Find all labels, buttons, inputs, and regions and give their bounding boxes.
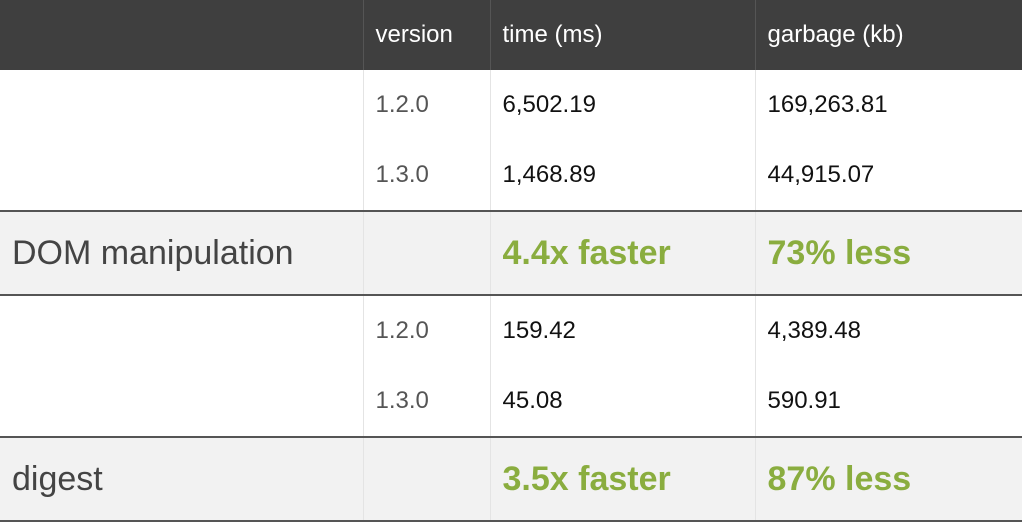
- version-cell: 1.2.0: [362, 295, 490, 366]
- summary-row: DOM manipulation 4.4x faster 73% less: [0, 210, 1022, 296]
- time-cell: 159.42: [489, 295, 755, 366]
- summary-garbage: 73% less: [754, 210, 1022, 296]
- header-empty: [0, 0, 363, 70]
- summary-time: 3.5x faster: [489, 436, 755, 522]
- time-cell: 6,502.19: [489, 70, 755, 140]
- summary-label: digest: [0, 436, 363, 522]
- header-row: version time (ms) garbage (kb): [0, 0, 1022, 70]
- time-cell: 1,468.89: [489, 140, 755, 211]
- table-row: 1.3.0 1,468.89 44,915.07: [0, 140, 1022, 211]
- version-cell: 1.2.0: [362, 70, 490, 140]
- summary-row: digest 3.5x faster 87% less: [0, 436, 1022, 522]
- table-row: 1.3.0 45.08 590.91: [0, 366, 1022, 437]
- header-time: time (ms): [489, 0, 755, 70]
- table-row: 1.2.0 6,502.19 169,263.81: [0, 70, 1022, 140]
- time-cell: 45.08: [489, 366, 755, 437]
- summary-time: 4.4x faster: [489, 210, 755, 296]
- version-cell: 1.3.0: [362, 140, 490, 211]
- garbage-cell: 44,915.07: [754, 140, 1022, 211]
- version-cell: 1.3.0: [362, 366, 490, 437]
- summary-label: DOM manipulation: [0, 210, 363, 296]
- garbage-cell: 4,389.48: [754, 295, 1022, 366]
- table-row: 1.2.0 159.42 4,389.48: [0, 295, 1022, 366]
- garbage-cell: 169,263.81: [754, 70, 1022, 140]
- summary-garbage: 87% less: [754, 436, 1022, 522]
- header-garbage: garbage (kb): [754, 0, 1022, 70]
- header-version: version: [362, 0, 490, 70]
- garbage-cell: 590.91: [754, 366, 1022, 437]
